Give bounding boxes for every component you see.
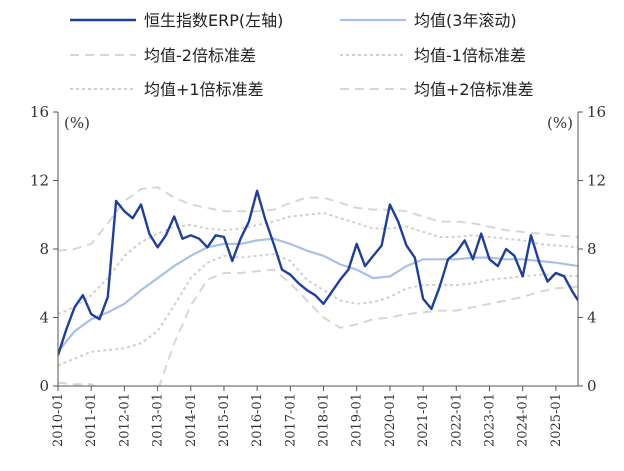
- y-tick-label-left: 0: [39, 377, 49, 395]
- y-tick-label-left: 8: [39, 240, 49, 258]
- legend-label-minus2: 均值-2倍标准差: [144, 46, 256, 65]
- x-tick-label: 2021-01: [416, 393, 431, 447]
- series-line-erp: [58, 189, 578, 356]
- y-unit-left: (%): [64, 114, 90, 132]
- x-tick-label: 2017-01: [283, 393, 298, 447]
- y-tick-label-right: 16: [587, 103, 606, 121]
- x-tick-label: 2023-01: [482, 393, 497, 447]
- legend-label-mean: 均值(3年滚动): [414, 11, 517, 30]
- x-tick-label: 2019-01: [350, 393, 365, 447]
- x-tick-label: 2013-01: [151, 393, 166, 447]
- series-line-minus1: [58, 253, 578, 367]
- series-line-minus2: [58, 268, 578, 386]
- x-tick-label: 2016-01: [250, 393, 265, 447]
- series-line-mean: [58, 237, 578, 353]
- series-line-plus1: [58, 211, 578, 316]
- x-tick-label: 2024-01: [516, 393, 531, 447]
- x-tick-label: 2014-01: [184, 393, 199, 447]
- y-tick-label-left: 12: [30, 172, 49, 190]
- y-tick-label-right: 4: [587, 309, 597, 327]
- y-tick-label-left: 16: [30, 103, 49, 121]
- legend: 恒生指数ERP(左轴) 均值(3年滚动) 均值-2倍标准差 均值-1倍标准差均值+1倍…: [70, 11, 534, 99]
- legend-label-plus1: 均值+1倍标准差: [144, 80, 264, 99]
- x-tick-label: 2015-01: [217, 393, 232, 447]
- y-tick-label-right: 8: [587, 240, 597, 258]
- x-tick-label: 2018-01: [317, 393, 332, 447]
- x-tick-label: 2012-01: [117, 393, 132, 447]
- legend-label-plus2: 均值+2倍标准差: [414, 80, 534, 99]
- x-tick-label: 2011-01: [84, 393, 99, 447]
- y-tick-label-left: 4: [39, 309, 49, 327]
- x-tick-label: 2025-01: [549, 393, 564, 447]
- legend-label-erp: 恒生指数ERP(左轴): [144, 11, 283, 30]
- series-lines: [58, 189, 578, 356]
- std-bands: [58, 186, 578, 386]
- x-tick-label: 2010-01: [51, 393, 66, 447]
- axes: 0 0 4 4 8 8 12 12 16 16 (%) (%) 2010-01 2011-01 2012-0…: [30, 103, 606, 447]
- legend-label-minus1: 均值-1倍标准差: [414, 46, 526, 65]
- y-tick-label-right: 0: [587, 377, 597, 395]
- series-line-plus2: [58, 186, 578, 252]
- y-tick-label-right: 12: [587, 172, 606, 190]
- x-tick-label: 2020-01: [383, 393, 398, 447]
- y-unit-right: (%): [547, 114, 573, 132]
- x-tick-label: 2022-01: [449, 393, 464, 447]
